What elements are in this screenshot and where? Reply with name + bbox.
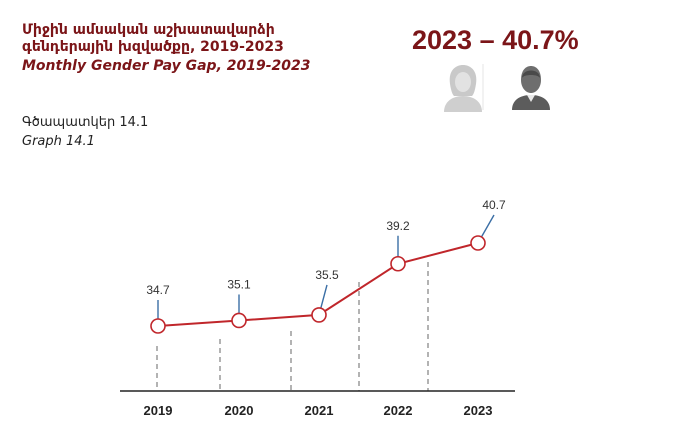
data-label-2023: 40.7 [482,198,506,212]
x-tick-label-2021: 2021 [305,403,334,418]
data-label-2021: 35.5 [315,268,339,282]
chart-title-english: Monthly Gender Pay Gap, 2019-2023 [22,58,311,74]
data-point-2020 [231,312,247,329]
x-tick-label-2023: 2023 [464,403,493,418]
x-tick-label-2022: 2022 [384,403,413,418]
x-tick-label-2019: 2019 [144,403,173,418]
female-avatar-icon [440,62,486,112]
graph-number-english: Graph 14.1 [22,134,95,149]
data-point-2019 [150,318,166,334]
data-point-2023 [470,235,486,251]
headline-value: 2023 – 40.7% [412,25,579,55]
x-tick-label-2020: 2020 [225,403,254,418]
data-label-2022: 39.2 [386,219,410,233]
data-label-2019: 34.7 [146,283,170,297]
chart-title-armenian: Միջին ամսական աշխատավարձի գենդերային խզվ… [22,22,284,55]
graph-number-armenian: Գծապատկեր 14.1 [22,115,149,130]
data-point-2021 [311,307,327,323]
data-point-2022 [390,255,406,272]
male-avatar-icon [512,66,550,110]
data-label-2020: 35.1 [227,277,251,291]
